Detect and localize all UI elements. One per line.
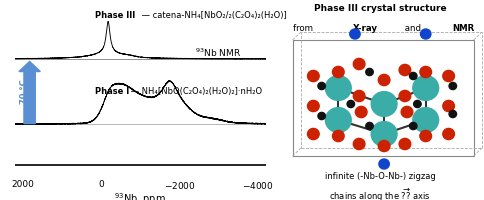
Circle shape — [421, 29, 431, 39]
Text: — NH₄[NbO(C₂O₄)₂(H₂O)₂]·nH₂O: — NH₄[NbO(C₂O₄)₂(H₂O)₂]·nH₂O — [128, 87, 262, 96]
Circle shape — [353, 58, 365, 70]
Text: 70 °C: 70 °C — [19, 79, 29, 104]
Circle shape — [333, 130, 344, 142]
Circle shape — [401, 106, 413, 118]
Text: and: and — [402, 24, 424, 33]
Text: NMR: NMR — [453, 24, 475, 33]
Circle shape — [420, 66, 432, 78]
Circle shape — [449, 110, 456, 118]
Circle shape — [414, 100, 421, 108]
Circle shape — [355, 106, 367, 118]
Circle shape — [307, 70, 319, 82]
Text: Phase III crystal structure: Phase III crystal structure — [314, 4, 446, 13]
Circle shape — [307, 100, 319, 112]
FancyArrow shape — [19, 61, 40, 124]
Circle shape — [318, 82, 325, 90]
Circle shape — [379, 159, 389, 169]
Circle shape — [350, 29, 360, 39]
Circle shape — [318, 112, 325, 120]
Circle shape — [443, 70, 454, 82]
Circle shape — [353, 90, 365, 102]
Text: from: from — [292, 24, 318, 33]
Text: $^{93}$Nb NMR: $^{93}$Nb NMR — [195, 47, 241, 59]
Circle shape — [420, 130, 432, 142]
Circle shape — [325, 108, 351, 132]
X-axis label: $^{93}$Nb, ppm: $^{93}$Nb, ppm — [114, 191, 166, 200]
Circle shape — [371, 92, 397, 116]
Text: Phase III: Phase III — [95, 11, 136, 20]
Circle shape — [443, 100, 454, 112]
Text: data: data — [483, 24, 484, 33]
Circle shape — [371, 122, 397, 146]
Circle shape — [325, 76, 351, 100]
Circle shape — [443, 128, 454, 140]
Text: infinite (-Nb-O-Nb-) zigzag: infinite (-Nb-O-Nb-) zigzag — [325, 172, 435, 181]
Circle shape — [307, 128, 319, 140]
Circle shape — [378, 140, 390, 152]
Circle shape — [409, 72, 417, 80]
Circle shape — [413, 76, 439, 100]
Circle shape — [409, 122, 417, 130]
Circle shape — [413, 108, 439, 132]
Circle shape — [353, 138, 365, 150]
Text: — catena-NH₄[NbO₂/₂(C₂O₄)₂(H₂O)]: — catena-NH₄[NbO₂/₂(C₂O₄)₂(H₂O)] — [139, 11, 287, 20]
Circle shape — [449, 82, 456, 90]
Circle shape — [366, 122, 373, 130]
Text: chains along the $\overrightarrow{??}$ axis: chains along the $\overrightarrow{??}$ a… — [329, 186, 431, 200]
Circle shape — [347, 100, 355, 108]
Circle shape — [399, 90, 411, 102]
Circle shape — [333, 66, 344, 78]
Circle shape — [399, 138, 411, 150]
Text: X-ray: X-ray — [352, 24, 378, 33]
Text: Phase I: Phase I — [95, 87, 129, 96]
Circle shape — [378, 74, 390, 86]
Circle shape — [366, 68, 373, 76]
Circle shape — [399, 64, 411, 76]
